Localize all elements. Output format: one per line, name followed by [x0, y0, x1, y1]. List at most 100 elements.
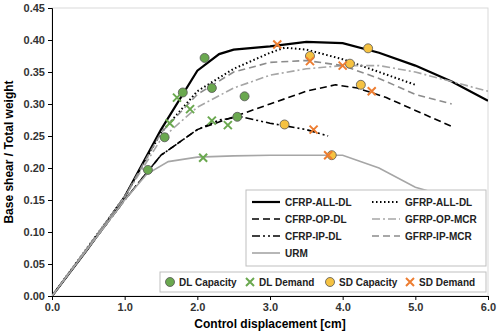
- point: [356, 80, 365, 89]
- legend-label: URM: [285, 248, 308, 259]
- point: [368, 87, 376, 95]
- tick-label: 6.0: [481, 301, 496, 313]
- legend-label: DL Demand: [259, 277, 314, 288]
- tick: 0.05: [24, 258, 52, 270]
- tick: 2.0: [190, 296, 205, 313]
- tick-mark: [48, 168, 52, 169]
- point: [186, 105, 194, 113]
- tick-label: 0.05: [24, 258, 45, 270]
- point: [173, 94, 181, 102]
- tick: 0.20: [24, 162, 52, 174]
- tick-mark: [48, 200, 52, 201]
- tick: 0.40: [24, 34, 52, 46]
- tick: 1.0: [118, 296, 133, 313]
- tick-mark: [48, 136, 52, 137]
- legend-symbol: [252, 235, 280, 237]
- point: [364, 44, 373, 53]
- tick: 0.00: [24, 290, 52, 302]
- legend-symbol: [372, 235, 400, 237]
- tick: 0.10: [24, 226, 52, 238]
- legend-label: CFRP-ALL-DL: [285, 197, 352, 208]
- point: [207, 84, 216, 93]
- tick-mark: [48, 296, 52, 297]
- tick-mark: [270, 296, 271, 300]
- tick-label: 0.40: [24, 34, 45, 46]
- legend-label: SD Demand: [419, 277, 475, 288]
- point: [339, 62, 347, 70]
- marks: [52, 40, 488, 296]
- legend-label: GFRP-ALL-DL: [405, 197, 472, 208]
- x-axis: 0.0 1.0 2.0 3.0 4.0 5.0 6.0: [45, 296, 496, 313]
- legend-box: [160, 272, 486, 292]
- tick: 0.30: [24, 98, 52, 110]
- point: [233, 112, 242, 121]
- legend: CFRP-ALL-DL GFRP-ALL-DL CFRP-OP-DL GFRP-OP-…: [160, 190, 486, 292]
- tick: 0.25: [24, 130, 52, 142]
- tick-mark: [48, 40, 52, 41]
- point: [166, 119, 174, 127]
- tick: 0.45: [24, 2, 52, 14]
- point: [280, 120, 289, 129]
- x-axis-title: Control displacement [cm]: [194, 317, 345, 331]
- legend-box: [246, 190, 486, 266]
- tick-mark: [488, 296, 489, 300]
- legend-label: DL Capacity: [179, 277, 237, 288]
- legend-symbol: [372, 201, 400, 203]
- plot-frame: [52, 8, 488, 296]
- tick-label: 0.45: [24, 2, 45, 14]
- point: [273, 40, 281, 48]
- legend-symbol: [372, 218, 400, 220]
- tick: 0.0: [45, 296, 60, 313]
- y-axis-title: Base shear / Total weight: [2, 80, 16, 223]
- legend-label: SD Capacity: [339, 277, 398, 288]
- tick-mark: [48, 264, 52, 265]
- tick-label: 0.35: [24, 66, 45, 78]
- point: [200, 53, 209, 62]
- tick-label: 0.15: [24, 194, 45, 206]
- plot: 0.0 1.0 2.0 3.0 4.0 5.0 6.0 0.00 0.05 0.10 0.15 0.2…: [24, 2, 497, 313]
- tick-label: 0.00: [24, 290, 45, 302]
- tick: 3.0: [263, 296, 278, 313]
- tick: 6.0: [481, 296, 496, 313]
- tick-mark: [197, 296, 198, 300]
- point: [345, 59, 354, 68]
- tick-label: 0.30: [24, 98, 45, 110]
- point: [306, 57, 314, 65]
- y-axis: 0.00 0.05 0.10 0.15 0.20 0.25 0.30 0.35 0.40 0.45: [24, 2, 53, 302]
- chart: 0.0 1.0 2.0 3.0 4.0 5.0 6.0 0.00 0.05 0.10 0.15 0.2…: [0, 0, 500, 334]
- tick-label: 1.0: [118, 301, 133, 313]
- tick-label: 0.10: [24, 226, 45, 238]
- legend-symbol: [166, 278, 175, 287]
- tick: 0.15: [24, 194, 52, 206]
- legend-symbol: [246, 278, 254, 286]
- tick-mark: [48, 8, 52, 9]
- point: [143, 165, 152, 174]
- legend-label: GFRP-OP-MCR: [405, 214, 477, 225]
- tick-label: 0.20: [24, 162, 45, 174]
- axis-line: [53, 297, 489, 301]
- point: [324, 151, 332, 159]
- point: [160, 133, 169, 142]
- point: [310, 126, 318, 134]
- series-line: [52, 66, 488, 296]
- legend-symbol: [326, 278, 335, 287]
- legend-symbol: [406, 278, 414, 286]
- tick-mark: [415, 296, 416, 300]
- point: [208, 117, 216, 125]
- tick-label: 3.0: [263, 301, 278, 313]
- tick-label: 0.25: [24, 130, 45, 142]
- legend-symbol: [252, 252, 280, 254]
- point: [224, 121, 232, 129]
- legend-label: GFRP-IP-MCR: [405, 231, 472, 242]
- tick-mark: [48, 232, 52, 233]
- point: [199, 154, 207, 162]
- tick-label: 5.0: [408, 301, 423, 313]
- legend-label: CFRP-OP-DL: [285, 214, 347, 225]
- axis-line: [48, 9, 53, 297]
- tick-mark: [48, 104, 52, 105]
- legend-symbol: [252, 218, 280, 220]
- tick-mark: [48, 72, 52, 73]
- point: [240, 92, 249, 101]
- tick: 4.0: [336, 296, 351, 313]
- tick-mark: [343, 296, 344, 300]
